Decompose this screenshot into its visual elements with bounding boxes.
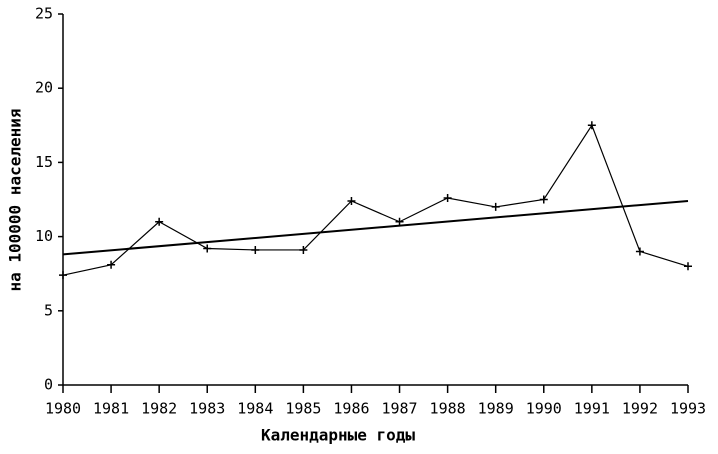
y-tick-label: 5	[44, 301, 53, 319]
x-tick-label: 1984	[237, 400, 273, 418]
point-marker	[299, 245, 308, 254]
point-marker	[443, 194, 452, 203]
point-marker	[635, 247, 644, 256]
x-tick-label: 1982	[141, 400, 177, 418]
x-tick-label: 1992	[622, 400, 658, 418]
x-tick-label: 1990	[526, 400, 562, 418]
x-tick-label: 1985	[285, 400, 321, 418]
y-axis-title: на 100000 населения	[6, 108, 25, 291]
point-marker	[59, 271, 67, 280]
point-marker	[684, 262, 692, 271]
x-tick-label: 1989	[478, 400, 514, 418]
x-tick-label: 1980	[45, 400, 81, 418]
point-marker	[155, 217, 164, 226]
x-tick-label: 1983	[189, 400, 225, 418]
point-marker	[107, 260, 116, 269]
point-marker	[587, 121, 596, 130]
x-tick-label: 1987	[381, 400, 417, 418]
x-tick-label: 1991	[574, 400, 610, 418]
x-tick-label: 1986	[333, 400, 369, 418]
y-tick-label: 15	[35, 153, 53, 171]
y-tick-label: 25	[35, 5, 53, 23]
point-marker	[491, 202, 500, 211]
point-marker	[347, 196, 356, 205]
x-axis-title: Календарные годы	[261, 426, 415, 445]
data-line	[62, 123, 689, 276]
x-tick-label: 1993	[670, 400, 706, 418]
y-tick-label: 10	[35, 227, 53, 245]
x-tick-label: 1981	[93, 400, 129, 418]
point-marker	[251, 245, 260, 254]
x-tick-label: 1988	[430, 400, 466, 418]
trend-line	[62, 199, 689, 256]
y-tick-label: 0	[44, 376, 53, 394]
point-marker	[539, 195, 548, 204]
point-marker	[395, 217, 404, 226]
point-marker	[203, 244, 212, 253]
y-tick-label: 20	[35, 79, 53, 97]
